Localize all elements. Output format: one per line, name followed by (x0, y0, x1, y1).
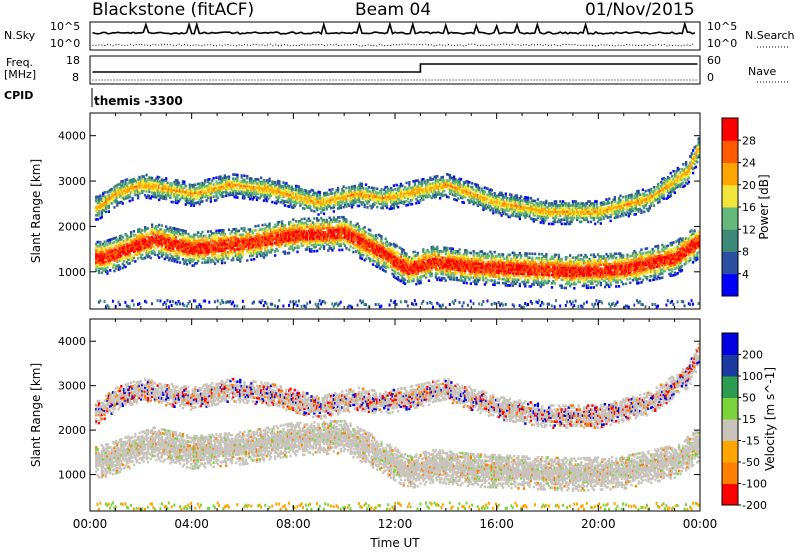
x-axis-label: Time UT (369, 536, 420, 550)
colorbar-tick-label: 200 (742, 349, 763, 362)
colorbar-tick-label: -200 (742, 499, 767, 512)
x-tick-label: 00:00 (683, 517, 718, 531)
power-colorbar-segment (722, 185, 738, 208)
y-tick-label: 1000 (58, 469, 86, 482)
power-colorbar-segment (722, 118, 738, 141)
velocity-heatmap (95, 343, 700, 511)
noise-search-line (93, 44, 695, 46)
velocity-y-axis-label: Slant Range [km] (29, 363, 43, 467)
velocity-colorbar-segment (722, 376, 738, 398)
velocity-colorbar-segment (722, 419, 738, 441)
x-tick-label: 08:00 (276, 517, 311, 531)
x-tick-label: 16:00 (479, 517, 514, 531)
power-colorbar-segment (722, 207, 738, 230)
colorbar-tick-label: 28 (742, 134, 756, 147)
colorbar-tick-label: 16 (742, 201, 756, 214)
colorbar-tick-label: 12 (742, 223, 756, 236)
colorbar-tick-label: 20 (742, 179, 756, 192)
y-tick-label: 4000 (58, 130, 86, 143)
colorbar-tick-label: 24 (742, 157, 756, 170)
colorbar-tick-label: -15 (742, 435, 760, 448)
y-tick-label: 2000 (58, 220, 86, 233)
colorbar-tick-label: 100 (742, 370, 763, 383)
colorbar-tick-label: 15 (742, 413, 756, 426)
power-colorbar-segment (722, 274, 738, 297)
colorbar-tick-label: -100 (742, 478, 767, 491)
power-colorbar-segment (722, 140, 738, 163)
y-tick-label: 1000 (58, 266, 86, 279)
power-heatmap (95, 137, 700, 308)
power-colorbar-label: Power [dB] (757, 174, 771, 239)
y-tick-label: 3000 (58, 380, 86, 393)
freq-line (93, 64, 698, 72)
velocity-colorbar-segment (722, 333, 738, 355)
power-colorbar-segment (722, 229, 738, 252)
noise-sky-line (93, 24, 695, 34)
colorbar-tick-label: 8 (742, 246, 749, 259)
velocity-colorbar-segment (722, 484, 738, 506)
freq-panel-frame (90, 56, 700, 84)
y-tick-label: 4000 (58, 335, 86, 348)
x-tick-label: 04:00 (174, 517, 209, 531)
power-colorbar-segment (722, 163, 738, 186)
velocity-colorbar-segment (722, 462, 738, 484)
power-y-axis-label: Slant Range [km] (29, 159, 43, 263)
velocity-colorbar-segment (722, 441, 738, 463)
velocity-colorbar-segment (722, 355, 738, 377)
velocity-colorbar-label: Velocity [m s^-1] (763, 367, 777, 471)
x-tick-label: 12:00 (378, 517, 413, 531)
power-colorbar-segment (722, 252, 738, 275)
y-tick-label: 3000 (58, 175, 86, 188)
y-tick-label: 2000 (58, 424, 86, 437)
x-tick-label: 20:00 (581, 517, 616, 531)
colorbar-tick-label: 50 (742, 392, 756, 405)
x-tick-label: 00:00 (73, 517, 108, 531)
colorbar-tick-label: -50 (742, 456, 760, 469)
rti-figure: 1000 2000 3000 4000 Slant Range [km] 4 8 12 16 20… (0, 0, 800, 554)
velocity-colorbar-segment (722, 398, 738, 420)
colorbar-tick-label: 4 (742, 268, 749, 281)
